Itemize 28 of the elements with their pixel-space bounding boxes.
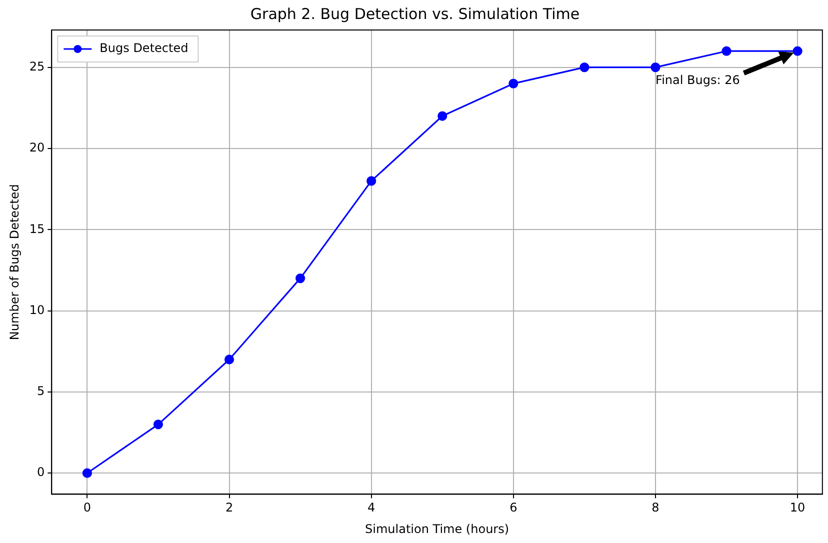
legend-label: Bugs Detected [100, 41, 188, 56]
chart-title: Graph 2. Bug Detection vs. Simulation Time [250, 4, 580, 23]
y-tick-label: 5 [37, 384, 45, 398]
point [224, 354, 234, 364]
x-tick-label: 6 [510, 500, 518, 515]
point [153, 420, 164, 430]
y-tick-label: 20 [29, 140, 45, 155]
point [792, 46, 802, 56]
y-tick-label: 0 [37, 465, 45, 480]
point [650, 62, 660, 72]
point [82, 468, 92, 478]
point [438, 111, 448, 121]
x-tick-label: 8 [652, 500, 660, 515]
x-tick-label: 10 [790, 500, 806, 515]
y-tick-label: 15 [29, 222, 45, 236]
x-axis-title: Simulation Time (hours) [365, 522, 510, 536]
point [722, 46, 732, 56]
y-tick-label: 10 [29, 302, 45, 317]
point [295, 274, 306, 284]
x-tick-label: 4 [368, 500, 376, 515]
annotation: Final Bugs: 26 [656, 73, 740, 88]
point [366, 176, 376, 186]
y-axis-title: Number of Bugs Detected [7, 184, 22, 340]
y-tick-label: 25 [29, 59, 45, 74]
x-tick-label: 2 [225, 500, 234, 515]
point [580, 62, 590, 72]
x-tick-label: 0 [83, 500, 92, 515]
point [508, 78, 518, 88]
